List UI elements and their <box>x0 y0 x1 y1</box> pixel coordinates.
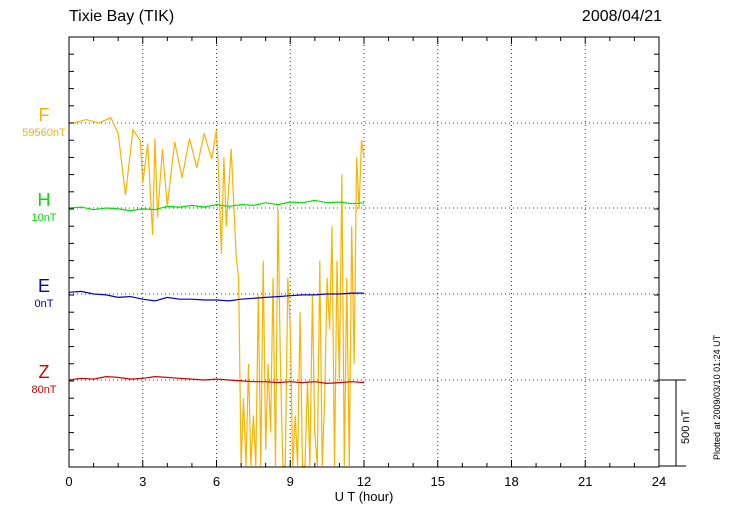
component-name-f: F <box>38 105 50 125</box>
component-name-h: H <box>37 190 51 210</box>
component-baseline-e: 0nT <box>34 298 54 310</box>
series-line-e <box>68 290 364 302</box>
x-tick-label: 18 <box>504 474 518 489</box>
x-tick-label: 21 <box>578 474 592 489</box>
x-tick-label: 12 <box>357 474 371 489</box>
scale-bar <box>659 379 686 467</box>
series-line-f <box>73 117 365 467</box>
series-line-z <box>68 375 365 385</box>
x-tick-label: 9 <box>287 474 294 489</box>
x-tick-label: 15 <box>431 474 445 489</box>
component-name-e: E <box>37 276 50 296</box>
component-baseline-z: 80nT <box>31 384 57 396</box>
series-traces <box>68 117 365 467</box>
x-tick-label: 24 <box>652 474 666 489</box>
grid-lines <box>69 37 659 467</box>
x-axis-label: U T (hour) <box>334 489 394 504</box>
scale-bar-label: 500 nT <box>680 409 692 444</box>
plotted-timestamp: Plotted at 2009/03/10 01:24 UT <box>712 334 722 460</box>
x-tick-label: 3 <box>139 474 146 489</box>
component-name-z: Z <box>38 362 50 382</box>
date-title: 2008/04/21 <box>581 8 662 25</box>
component-baseline-f: 59560nT <box>22 127 66 139</box>
series-line-h <box>68 199 365 212</box>
x-tick-label: 0 <box>65 474 72 489</box>
station-title: Tixie Bay (TIK) <box>69 8 175 25</box>
x-tick-label: 6 <box>213 474 220 489</box>
axis-ticks: 0 3 6 9 12 15 18 21 24 <box>65 37 666 489</box>
component-baseline-h: 10nT <box>31 212 57 224</box>
